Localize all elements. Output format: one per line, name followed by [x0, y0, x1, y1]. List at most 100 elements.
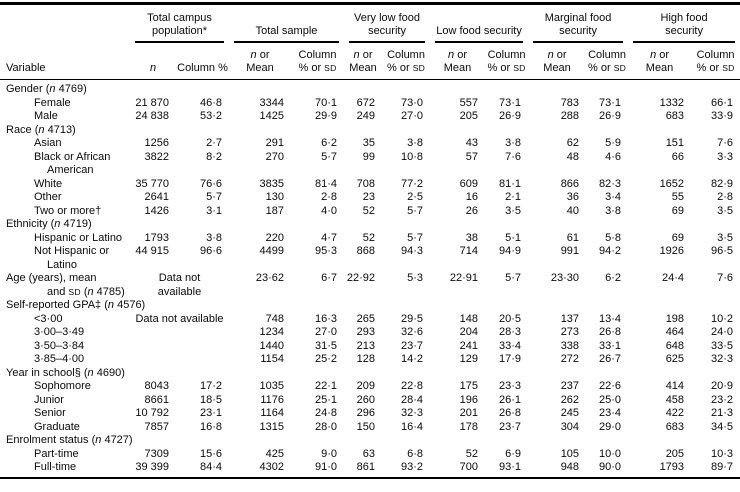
- data-row: Male 24 838 53·2 1425 29·9 249 27·0 205 26·9 288 2…: [0, 110, 740, 124]
- cell-value: 2641: [144, 191, 169, 203]
- cell-value: 73·1: [499, 96, 522, 109]
- cell-value: 265: [356, 312, 376, 325]
- group-label: Very low food security: [354, 12, 421, 37]
- cell-value: 8·2: [206, 150, 222, 163]
- sub-header-verylow-percent: Column% or SD: [382, 43, 431, 80]
- row-label: 3·85–4·00: [34, 353, 85, 365]
- data-row: Senior 10 792 23·1 1164 24·8 296 32·3 201 26·8 24…: [0, 407, 740, 421]
- cell-value: 196: [459, 393, 479, 406]
- cell-value: 28·0: [314, 420, 338, 433]
- cell-value: 609: [459, 177, 479, 190]
- cell-value: 1426: [144, 204, 169, 217]
- cell-value: 3835: [259, 177, 284, 190]
- cell-value: 249: [356, 110, 376, 122]
- data-row: Hispanic or Latino 1793 3·8 220 4·7 52 5·7 38 5·…: [0, 232, 740, 246]
- cell-value: 8661: [144, 393, 169, 406]
- cell-value: 150: [356, 420, 376, 433]
- cell-value: 198: [665, 312, 685, 325]
- cell-value: 31·5: [314, 339, 338, 352]
- cell-value: 33·1: [599, 339, 622, 352]
- group-label: Total campus population*: [147, 12, 212, 37]
- cell-value: 81·4: [314, 177, 338, 190]
- row-label: Junior: [34, 393, 64, 406]
- cell-value: 33·5: [711, 339, 734, 352]
- cell-value: 96·5: [711, 245, 734, 257]
- cell-value: 557: [459, 96, 479, 109]
- section-row: Race (n 4713): [0, 124, 740, 138]
- cell-value: 3·5: [505, 204, 522, 217]
- cell-value: 16·3: [314, 312, 338, 325]
- cell-value: 17·9: [499, 353, 522, 365]
- cell-value: 151: [665, 137, 685, 149]
- cell-value: 23·62: [255, 272, 284, 284]
- cell-value: 13·4: [599, 312, 622, 325]
- cell-value: 55: [671, 191, 685, 203]
- cell-value: 3822: [144, 150, 169, 163]
- cell-value: 10·0: [599, 447, 622, 460]
- cell-value: 24·8: [314, 407, 338, 419]
- cell-value: 296: [356, 407, 376, 419]
- sub-header-campus-percent: Column %: [176, 43, 229, 80]
- group-underline: [633, 41, 736, 43]
- cell-value: 1035: [259, 380, 284, 392]
- cell-value: 10·2: [711, 312, 734, 325]
- cell-value: 99: [362, 150, 376, 163]
- cell-value: 95·3: [314, 245, 338, 257]
- cell-value: 24 838: [135, 110, 169, 122]
- cell-value: 1154: [260, 353, 284, 365]
- data-row: Age (years), mean and SD (n 4785) Data not…: [0, 272, 740, 299]
- data-row: 3·00–3·49 1234 27·0 293 32·6 204 28·3 273 26·8 46…: [0, 326, 740, 340]
- sub-header-campus-n: n: [130, 43, 176, 80]
- cell-value: 22·91: [449, 272, 479, 284]
- cell-value: 52: [465, 447, 479, 460]
- cell-value: 708: [356, 177, 376, 190]
- cell-value: 29·9: [314, 110, 338, 122]
- sub-header-sample-n: n or Mean: [229, 43, 291, 80]
- row-label: Hispanic or Latino: [34, 231, 123, 244]
- cell-value: 23·7: [401, 339, 424, 352]
- group-label: Low food security: [436, 24, 522, 37]
- cell-value: 5·9: [605, 137, 622, 149]
- cell-value: 73·1: [599, 96, 622, 109]
- cell-value: 2·8: [321, 191, 338, 203]
- cell-value: 29·0: [599, 420, 622, 433]
- cell-value: 5·7: [505, 272, 522, 284]
- cell-value: 10·8: [401, 150, 424, 163]
- sub-header-marginal-n: n or Mean: [528, 43, 587, 80]
- cell-value: 991: [560, 245, 580, 257]
- cell-value: 1315: [259, 420, 284, 433]
- cell-value: 22·6: [599, 380, 622, 392]
- sub-header-row: n Column % n or Mean Column% or SD n or Me…: [0, 43, 740, 80]
- cell-value: 70·1: [314, 96, 338, 109]
- row-label: Age (years), mean and SD (n 4785): [0, 272, 130, 299]
- cell-value: 89·7: [711, 461, 734, 473]
- cell-value: 866: [560, 177, 580, 190]
- row-label: Two or more†: [34, 204, 102, 217]
- sub-header-high-n: n or Mean: [628, 43, 692, 80]
- cell-value: 82·3: [599, 177, 622, 190]
- cell-value: 43: [465, 137, 479, 149]
- row-label: Black or African American: [0, 151, 130, 178]
- row-label: Not Hispanic or Latino: [0, 245, 130, 272]
- cell-value: 3344: [259, 96, 284, 109]
- cell-value: 5·7: [206, 191, 222, 203]
- cell-value: 5·7: [321, 150, 338, 163]
- cell-value: 291: [265, 137, 284, 149]
- sub-header-high-percent: Column% or SD: [691, 43, 740, 80]
- cell-value: 91·0: [314, 461, 338, 473]
- cell-value: 10·3: [711, 447, 734, 460]
- table-header: Variable Total campus population* Total s…: [0, 3, 740, 80]
- cell-value: 26·8: [599, 326, 622, 338]
- section-label: Gender (n 4769): [6, 83, 87, 95]
- cell-value: 27·0: [314, 326, 338, 338]
- cell-value: 27·0: [401, 110, 424, 122]
- cell-value: 25·1: [314, 393, 338, 406]
- cell-value: 458: [665, 393, 685, 406]
- cell-value: 26·9: [499, 110, 522, 122]
- cell-value: 34·5: [711, 420, 734, 433]
- cell-value: 32·3: [401, 407, 424, 419]
- cell-value: 1793: [144, 231, 169, 244]
- cell-value: 93·2: [401, 461, 424, 473]
- group-label: Marginal food security: [544, 12, 612, 37]
- cell-value: 7309: [144, 447, 169, 460]
